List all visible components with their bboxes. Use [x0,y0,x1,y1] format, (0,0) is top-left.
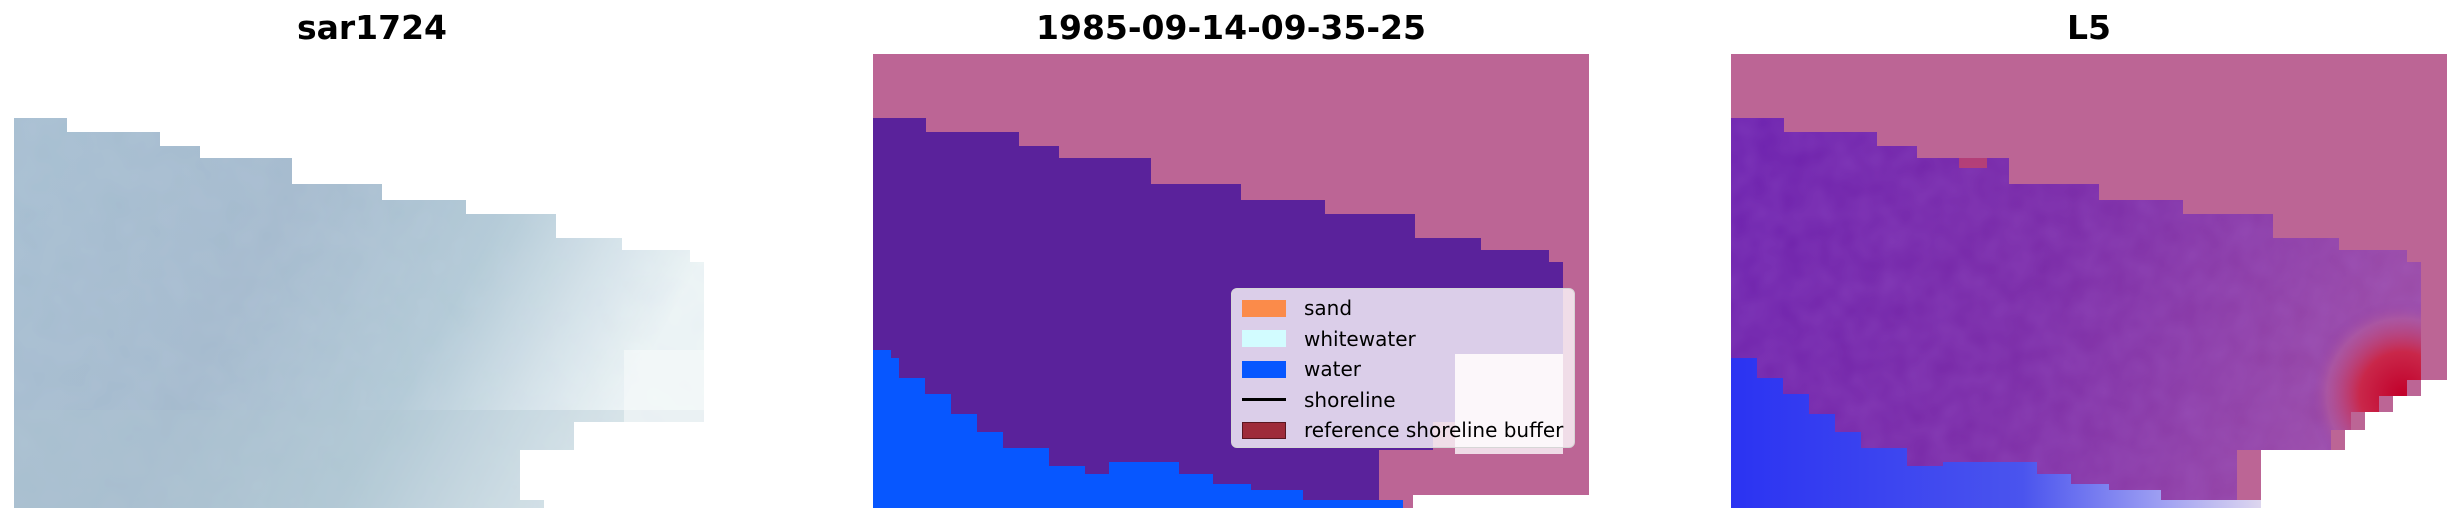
water-blocks [873,350,891,360]
water-swatch [1242,360,1286,378]
prob-water-blue [1731,358,2261,508]
probability-panel [1731,54,2447,508]
legend-item-shoreline: shoreline [1242,385,1564,416]
legend-item-water: water [1242,354,1564,385]
whitewater-swatch [1242,330,1286,348]
sea-water-area [873,358,1403,508]
legend-label: reference shoreline buffer [1304,418,1564,443]
panel-title-rgb: sar1724 [296,8,448,47]
legend-label: water [1304,357,1361,382]
legend-item-sand: sand [1242,293,1564,324]
legend: sand whitewater water shoreline referenc… [1231,288,1575,448]
rgb-image-panel [14,118,704,508]
legend-label: sand [1304,296,1353,321]
legend-item-reference-shoreline-buffer: reference shoreline buffer [1242,415,1564,446]
buffer-swatch [1242,421,1286,439]
panel-title-probability: L5 [2067,8,2111,47]
legend-item-whitewater: whitewater [1242,324,1564,355]
legend-label: whitewater [1304,326,1416,351]
sand-swatch [1242,299,1286,317]
shoreline-line-swatch [1242,398,1286,402]
legend-label: shoreline [1304,387,1396,412]
panel-title-classification: 1985-09-14-09-35-25 [1036,8,1426,47]
